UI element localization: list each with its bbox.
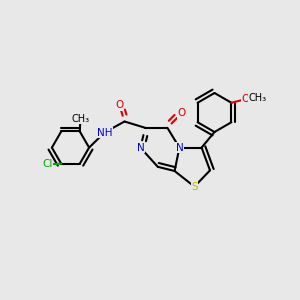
- Text: O: O: [177, 108, 186, 118]
- Text: CH₃: CH₃: [249, 93, 267, 103]
- Text: S: S: [191, 182, 198, 192]
- Text: NH: NH: [97, 128, 112, 138]
- Text: O: O: [115, 100, 124, 110]
- Text: CH₃: CH₃: [71, 114, 89, 124]
- Text: O: O: [242, 94, 250, 104]
- Text: N: N: [136, 142, 144, 153]
- Text: N: N: [176, 142, 183, 153]
- Text: Cl: Cl: [43, 159, 53, 169]
